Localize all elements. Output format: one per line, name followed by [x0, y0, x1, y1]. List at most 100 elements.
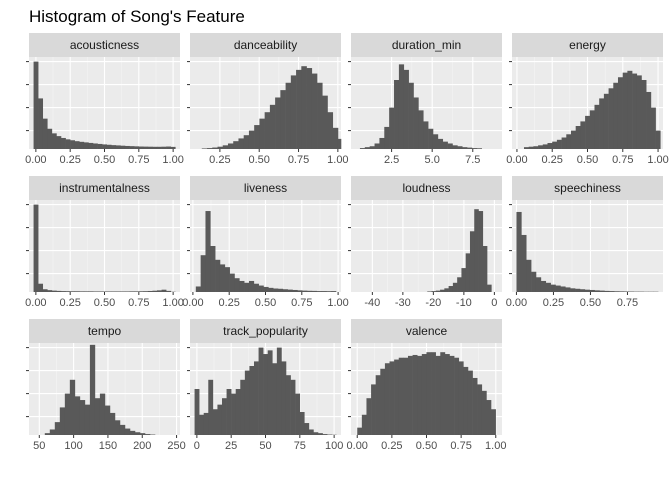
- histogram-bar: [521, 235, 526, 292]
- histogram-bar: [482, 391, 487, 435]
- histogram-bar: [470, 231, 475, 292]
- histogram-bar: [566, 134, 571, 149]
- histogram-bar: [116, 145, 121, 149]
- histogram-bar: [326, 291, 331, 292]
- histogram-bar: [295, 394, 300, 435]
- histogram-bar: [575, 289, 580, 292]
- histogram-bar: [526, 260, 531, 292]
- histogram-bar: [371, 384, 376, 435]
- x-tick-label: 0.50: [416, 440, 437, 452]
- histogram-bar: [201, 255, 206, 292]
- histogram-bar: [222, 398, 227, 435]
- histogram-bar: [84, 291, 89, 292]
- histogram-bar: [466, 253, 471, 292]
- histogram-bar: [52, 291, 57, 292]
- x-tick-label: 0.25: [209, 154, 230, 166]
- histogram-bar: [225, 267, 230, 292]
- histogram-bar: [259, 286, 264, 292]
- histogram-bar: [453, 283, 458, 292]
- histogram-bar: [551, 285, 556, 292]
- histogram-bar: [244, 283, 249, 292]
- x-tick-label: 0: [491, 297, 497, 309]
- histogram-bar: [70, 380, 75, 435]
- histogram-bar: [249, 281, 254, 292]
- histogram-bar: [61, 291, 66, 292]
- histogram-bar: [595, 290, 600, 292]
- histogram-bar: [463, 367, 468, 435]
- histogram-bar: [576, 126, 581, 149]
- histogram-bar: [318, 433, 323, 435]
- histogram-bar: [43, 119, 48, 149]
- histogram-bar: [268, 350, 273, 435]
- histogram-bar: [75, 291, 80, 292]
- histogram-bar: [56, 291, 61, 292]
- x-tick-label: 0.25: [542, 154, 563, 166]
- x-tick-label: 0.75: [450, 440, 471, 452]
- histogram-bar: [531, 272, 536, 292]
- histogram-bar: [370, 146, 375, 149]
- histogram-bar: [244, 135, 250, 149]
- histogram-bar: [238, 138, 244, 149]
- histogram-bar: [474, 209, 479, 292]
- histogram-bar: [524, 147, 529, 149]
- histogram-bar: [130, 146, 135, 149]
- histogram-bar: [418, 110, 423, 149]
- histogram-bar: [365, 147, 370, 149]
- histogram-bar: [433, 134, 438, 149]
- histogram-bar: [423, 121, 428, 149]
- histogram-bar: [457, 146, 462, 149]
- histogram-bar: [61, 138, 66, 149]
- x-tick-label: 0.00: [25, 154, 46, 166]
- histogram-bar: [38, 98, 43, 149]
- histogram-bar: [134, 146, 139, 149]
- x-tick-label: 200: [133, 440, 151, 452]
- histogram-bar: [436, 291, 441, 292]
- histogram-bar: [632, 74, 637, 149]
- histogram-bar: [148, 291, 153, 292]
- histogram-bar: [254, 284, 259, 292]
- histogram-bar: [215, 260, 220, 292]
- histogram-bar: [624, 291, 629, 292]
- histogram-bar: [516, 212, 521, 292]
- histogram-bar: [208, 380, 213, 435]
- histogram-bar: [302, 291, 307, 292]
- histogram-bar: [461, 268, 466, 292]
- histogram-bar: [436, 356, 441, 435]
- x-tick-label: 0.00: [182, 297, 203, 309]
- histogram-bar: [291, 380, 296, 435]
- histogram-bar: [360, 148, 365, 149]
- histogram-bar: [440, 352, 445, 435]
- histogram-bar: [338, 139, 341, 149]
- histogram-bar: [130, 291, 135, 292]
- x-tick-label: 1.00: [327, 297, 348, 309]
- x-tick-label: 0.75: [291, 297, 312, 309]
- histogram-bar: [614, 291, 619, 292]
- facet-strip-label: tempo: [88, 324, 122, 338]
- histogram-bar: [240, 380, 245, 435]
- histogram-bar: [98, 291, 103, 292]
- histogram-bar: [254, 361, 259, 435]
- histogram-bar: [296, 70, 302, 149]
- histogram-bar: [438, 139, 443, 149]
- histogram-bar: [79, 142, 84, 149]
- x-tick-label: 0.50: [248, 154, 269, 166]
- histogram-bar: [120, 291, 125, 292]
- histogram-bar: [291, 75, 297, 149]
- histogram-bar: [273, 289, 278, 292]
- histogram-bar: [65, 394, 70, 435]
- histogram-bar: [562, 138, 567, 150]
- x-tick-label: 0.00: [506, 154, 527, 166]
- x-tick-label: 75: [294, 440, 306, 452]
- histogram-bar: [467, 148, 472, 149]
- histogram-bar: [409, 83, 414, 149]
- x-tick-label: 1.00: [647, 154, 668, 166]
- histogram-bar: [277, 348, 282, 435]
- histogram-bar: [115, 420, 120, 435]
- histogram-bar: [202, 148, 208, 149]
- x-tick-label: 2.5: [384, 154, 399, 166]
- histogram-bar: [263, 354, 268, 435]
